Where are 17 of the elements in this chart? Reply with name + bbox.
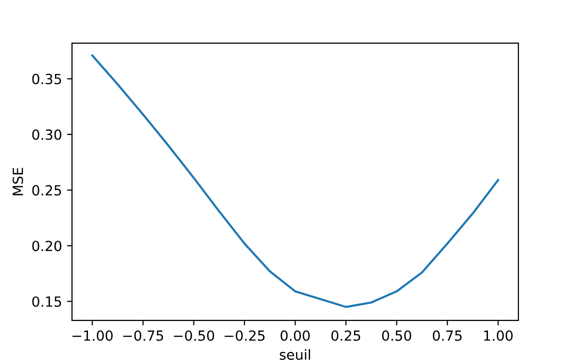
line-series [91, 54, 500, 308]
y-tick-label: 0.35 [32, 74, 62, 84]
y-axis-title: MSE [12, 168, 24, 196]
x-tick-label: 0.50 [382, 330, 412, 341]
y-tick-label: 0.20 [32, 240, 62, 252]
y-tick-label: 0.25 [32, 185, 62, 196]
x-tick-label: 1.00 [484, 330, 513, 341]
y-tick-label: 0.30 [32, 129, 62, 140]
x-tick-label: −0.75 [123, 330, 164, 341]
x-tick-label: −1.00 [72, 330, 113, 341]
y-tick-label: 0.15 [32, 296, 62, 307]
x-axis-title: seuil [280, 349, 310, 360]
x-tick-label: 0.25 [331, 330, 360, 341]
x-tick-label: −0.25 [224, 330, 265, 341]
x-tick-label: 0.00 [280, 330, 310, 341]
x-tick-label: −0.50 [174, 330, 214, 341]
x-tick-label: 0.75 [432, 330, 462, 341]
